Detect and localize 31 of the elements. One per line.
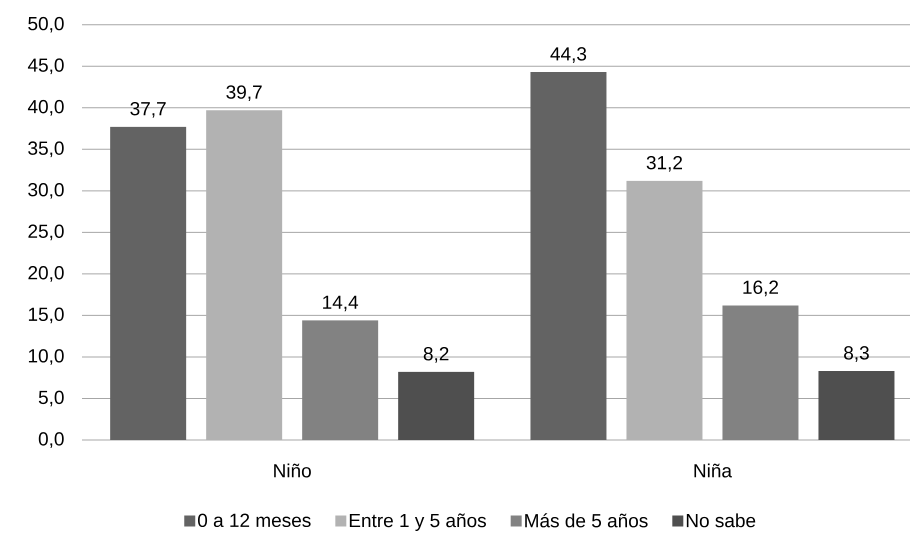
y-tick-label: 30,0 [28,182,64,199]
bar [722,305,798,440]
y-tick-label: 0,0 [38,432,64,448]
x-tick-label: Niño [274,464,311,478]
data-label: 31,2 [646,156,682,172]
y-tick-label: 15,0 [28,308,64,324]
y-tick-label: 25,0 [28,224,64,240]
data-label: 44,3 [550,47,586,63]
x-tick-label: Niña [694,464,732,478]
data-label: 14,4 [323,296,358,312]
data-label: 16,2 [743,280,778,296]
legend-label: No sabe [686,513,756,528]
legend-label: Entre 1 y 5 años [350,513,486,531]
y-tick-label: 10,0 [28,349,64,365]
legend-label: Más de 5 años [525,513,648,528]
bar [818,371,894,440]
legend-label: 0 a 12 meses [198,514,311,528]
y-tick-label: 45,0 [28,58,64,74]
y-tick-label: 35,0 [28,141,64,158]
bar [110,126,186,440]
y-tick-label: 5,0 [38,390,64,406]
data-label: 39,7 [226,85,262,102]
data-label: 37,7 [130,102,166,118]
bar [530,72,606,440]
data-label: 8,2 [424,346,448,363]
data-label: 8,3 [844,346,869,362]
bar [398,372,474,440]
y-tick-label: 50,0 [28,16,64,33]
bar [302,320,378,440]
y-tick-label: 40,0 [28,100,64,116]
y-tick-label: 20,0 [28,266,64,282]
